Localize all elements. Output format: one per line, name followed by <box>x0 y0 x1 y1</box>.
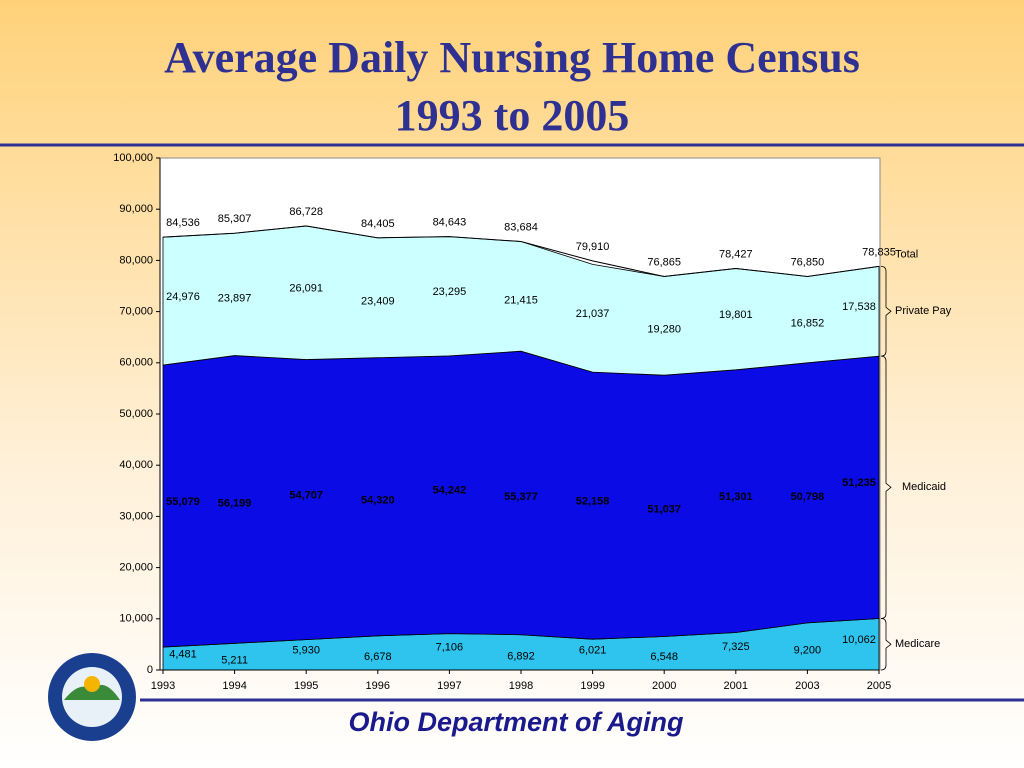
y-tick-label: 50,000 <box>119 408 153 420</box>
value-label: 4,481 <box>169 648 197 660</box>
value-label: 51,301 <box>719 491 753 503</box>
total-label: 85,307 <box>218 213 252 225</box>
y-tick-label: 0 <box>147 664 153 676</box>
y-tick-label: 100,000 <box>113 152 153 164</box>
total-label: 79,910 <box>576 241 610 253</box>
value-label: 51,037 <box>647 504 681 516</box>
x-tick-label: 1994 <box>222 680 246 692</box>
total-line <box>162 225 880 278</box>
chart-subtitle: 1993 to 2005 <box>395 91 630 140</box>
value-label: 5,930 <box>292 645 320 657</box>
y-tick-label: 70,000 <box>119 306 153 318</box>
value-label: 51,235 <box>842 477 876 489</box>
value-label: 19,280 <box>647 324 681 336</box>
footer: Ohio Department of Aging <box>349 707 684 737</box>
value-label: 6,548 <box>650 651 678 663</box>
value-label: 9,200 <box>794 644 822 656</box>
series-name: Medicare <box>895 638 940 650</box>
value-label: 23,897 <box>218 292 252 304</box>
y-tick-label: 80,000 <box>119 254 153 266</box>
value-label: 50,798 <box>791 491 825 503</box>
value-label: 21,037 <box>576 308 610 320</box>
x-tick-label: 1999 <box>580 680 604 692</box>
seal-hills <box>64 684 120 700</box>
value-label: 52,158 <box>576 496 610 508</box>
value-label: 26,091 <box>289 283 323 295</box>
value-label: 21,415 <box>504 294 538 306</box>
value-label: 10,062 <box>842 634 876 646</box>
total-label: 84,536 <box>166 217 200 229</box>
x-tick-label: 1997 <box>437 680 461 692</box>
total-label: 76,850 <box>791 256 825 268</box>
value-label: 5,211 <box>221 655 248 667</box>
y-tick-label: 20,000 <box>119 562 153 574</box>
y-tick-label: 10,000 <box>119 613 153 625</box>
y-tick-label: 40,000 <box>119 459 153 471</box>
series-name: Private Pay <box>895 305 952 317</box>
x-tick-label: 1993 <box>151 680 175 692</box>
x-tick-label: 2005 <box>867 680 891 692</box>
x-tick-label: 1996 <box>366 680 390 692</box>
brace <box>880 618 892 671</box>
total-label: 84,643 <box>433 217 467 229</box>
series-name: Total <box>895 248 918 260</box>
value-label: 54,707 <box>289 489 323 501</box>
value-label: 56,199 <box>218 497 252 509</box>
total-label: 86,728 <box>289 206 323 218</box>
value-label: 16,852 <box>791 318 825 330</box>
total-label: 78,835 <box>862 246 896 258</box>
total-label: 84,405 <box>361 218 395 230</box>
value-label: 55,079 <box>166 496 200 508</box>
brace <box>880 265 892 357</box>
chart-title: Average Daily Nursing Home Census <box>164 33 860 82</box>
x-tick-label: 1998 <box>509 680 533 692</box>
y-tick-label: 30,000 <box>119 510 153 522</box>
value-label: 6,892 <box>507 650 535 662</box>
value-label: 7,106 <box>436 642 464 654</box>
value-label: 6,021 <box>579 644 607 656</box>
x-tick-label: 1995 <box>294 680 318 692</box>
x-tick-label: 2003 <box>795 680 819 692</box>
x-tick-label: 2000 <box>652 680 676 692</box>
value-label: 19,801 <box>719 309 753 321</box>
value-label: 23,295 <box>433 286 467 298</box>
value-label: 54,242 <box>433 485 467 497</box>
series-name: Medicaid <box>902 481 946 493</box>
value-label: 23,409 <box>361 296 395 308</box>
value-label: 6,678 <box>364 651 392 663</box>
x-tick-label: 2001 <box>724 680 748 692</box>
seal-sun <box>84 676 100 692</box>
seal <box>48 653 136 741</box>
value-label: 7,325 <box>722 641 750 653</box>
total-label: 78,427 <box>719 248 753 260</box>
value-label: 55,377 <box>504 491 538 503</box>
y-tick-label: 90,000 <box>119 203 153 215</box>
value-label: 24,976 <box>166 291 200 303</box>
total-label: 76,865 <box>647 256 681 268</box>
total-label: 83,684 <box>504 221 538 233</box>
value-label: 17,538 <box>842 301 876 313</box>
y-tick-label: 60,000 <box>119 357 153 369</box>
value-label: 54,320 <box>361 495 395 507</box>
brace <box>880 355 892 619</box>
